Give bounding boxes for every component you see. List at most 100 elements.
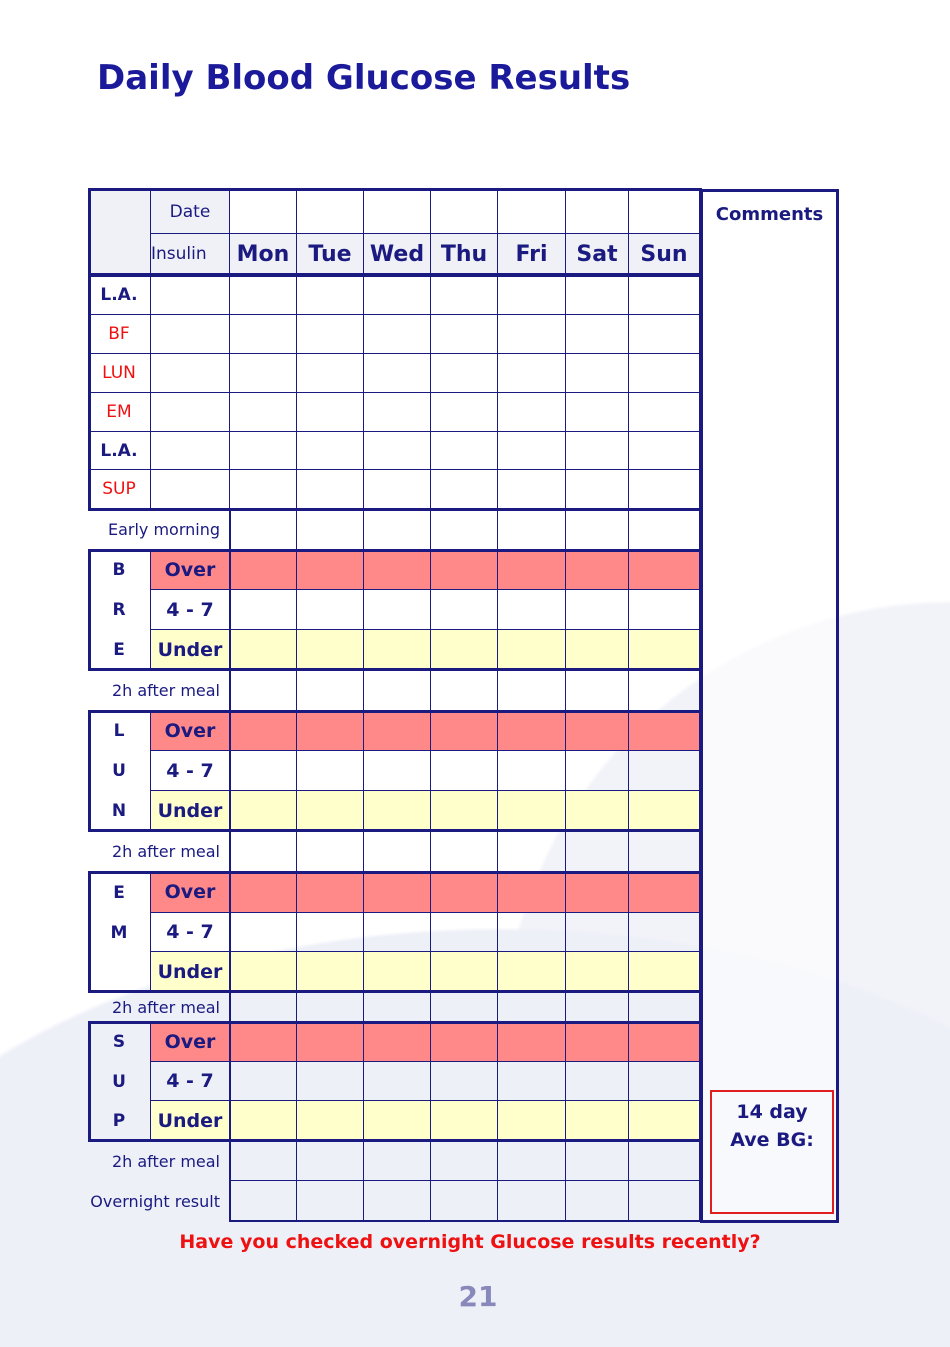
after-meal-cell[interactable] [629, 992, 700, 1022]
insulin-cell[interactable] [629, 393, 700, 432]
range-cell-in-range[interactable] [230, 913, 297, 952]
after-meal-cell[interactable] [364, 831, 431, 872]
range-cell-under[interactable] [364, 791, 431, 831]
range-cell-in-range[interactable] [297, 1062, 364, 1101]
insulin-cell[interactable] [629, 275, 700, 315]
range-cell-over[interactable] [297, 1022, 364, 1062]
range-cell-in-range[interactable] [230, 590, 297, 630]
early-morning-cell[interactable] [566, 509, 629, 550]
insulin-cell[interactable] [297, 315, 364, 354]
insulin-dose-cell[interactable] [151, 315, 230, 354]
range-cell-over[interactable] [498, 872, 566, 913]
range-cell-over[interactable] [364, 711, 431, 751]
after-meal-cell[interactable] [431, 992, 498, 1022]
overnight-cell[interactable] [431, 1181, 498, 1221]
range-cell-over[interactable] [498, 1022, 566, 1062]
insulin-cell[interactable] [230, 275, 297, 315]
range-cell-over[interactable] [498, 550, 566, 590]
insulin-cell[interactable] [566, 315, 629, 354]
insulin-cell[interactable] [431, 354, 498, 393]
after-meal-cell[interactable] [364, 992, 431, 1022]
after-meal-cell[interactable] [498, 670, 566, 711]
range-cell-over[interactable] [230, 1022, 297, 1062]
range-cell-over[interactable] [566, 1022, 629, 1062]
after-meal-cell[interactable] [566, 670, 629, 711]
early-morning-cell[interactable] [297, 509, 364, 550]
insulin-cell[interactable] [230, 354, 297, 393]
range-cell-under[interactable] [431, 1101, 498, 1141]
range-cell-over[interactable] [297, 711, 364, 751]
early-morning-cell[interactable] [498, 509, 566, 550]
after-meal-cell[interactable] [498, 831, 566, 872]
insulin-cell[interactable] [566, 393, 629, 432]
insulin-cell[interactable] [498, 470, 566, 509]
insulin-cell[interactable] [498, 315, 566, 354]
after-meal-cell[interactable] [498, 1141, 566, 1181]
range-cell-in-range[interactable] [297, 913, 364, 952]
after-meal-cell[interactable] [431, 831, 498, 872]
insulin-cell[interactable] [566, 432, 629, 470]
range-cell-under[interactable] [566, 791, 629, 831]
after-meal-cell[interactable] [629, 670, 700, 711]
insulin-cell[interactable] [566, 470, 629, 509]
insulin-cell[interactable] [431, 432, 498, 470]
range-cell-in-range[interactable] [364, 913, 431, 952]
insulin-dose-cell[interactable] [151, 432, 230, 470]
range-cell-under[interactable] [629, 630, 700, 670]
comments-column[interactable]: Comments [700, 189, 839, 1223]
after-meal-cell[interactable] [297, 831, 364, 872]
range-cell-under[interactable] [431, 630, 498, 670]
insulin-dose-cell[interactable] [151, 470, 230, 509]
range-cell-under[interactable] [498, 791, 566, 831]
range-cell-under[interactable] [566, 1101, 629, 1141]
overnight-cell[interactable] [230, 1181, 297, 1221]
after-meal-cell[interactable] [566, 831, 629, 872]
range-cell-over[interactable] [566, 711, 629, 751]
after-meal-cell[interactable] [364, 670, 431, 711]
range-cell-over[interactable] [566, 872, 629, 913]
early-morning-cell[interactable] [629, 509, 700, 550]
range-cell-in-range[interactable] [629, 1062, 700, 1101]
insulin-cell[interactable] [364, 275, 431, 315]
range-cell-in-range[interactable] [297, 590, 364, 630]
insulin-cell[interactable] [297, 275, 364, 315]
after-meal-cell[interactable] [498, 992, 566, 1022]
insulin-cell[interactable] [230, 315, 297, 354]
range-cell-in-range[interactable] [566, 590, 629, 630]
overnight-cell[interactable] [498, 1181, 566, 1221]
insulin-cell[interactable] [230, 470, 297, 509]
insulin-dose-cell[interactable] [151, 393, 230, 432]
range-cell-over[interactable] [230, 711, 297, 751]
insulin-cell[interactable] [297, 393, 364, 432]
overnight-cell[interactable] [364, 1181, 431, 1221]
range-cell-over[interactable] [431, 711, 498, 751]
insulin-dose-cell[interactable] [151, 354, 230, 393]
range-cell-under[interactable] [629, 952, 700, 992]
range-cell-in-range[interactable] [230, 751, 297, 791]
overnight-cell[interactable] [297, 1181, 364, 1221]
range-cell-under[interactable] [431, 791, 498, 831]
after-meal-cell[interactable] [566, 1141, 629, 1181]
range-cell-over[interactable] [431, 1022, 498, 1062]
range-cell-in-range[interactable] [498, 751, 566, 791]
date-cell[interactable] [364, 190, 431, 234]
range-cell-over[interactable] [566, 550, 629, 590]
date-cell[interactable] [566, 190, 629, 234]
range-cell-in-range[interactable] [629, 751, 700, 791]
insulin-cell[interactable] [297, 470, 364, 509]
after-meal-cell[interactable] [230, 1141, 297, 1181]
date-cell[interactable] [431, 190, 498, 234]
after-meal-cell[interactable] [297, 992, 364, 1022]
range-cell-over[interactable] [230, 872, 297, 913]
early-morning-cell[interactable] [364, 509, 431, 550]
insulin-cell[interactable] [364, 315, 431, 354]
range-cell-in-range[interactable] [629, 590, 700, 630]
range-cell-under[interactable] [230, 1101, 297, 1141]
range-cell-in-range[interactable] [566, 751, 629, 791]
range-cell-in-range[interactable] [297, 751, 364, 791]
insulin-cell[interactable] [498, 432, 566, 470]
insulin-cell[interactable] [566, 354, 629, 393]
ave-bg-box[interactable]: 14 day Ave BG: [710, 1090, 834, 1214]
range-cell-in-range[interactable] [431, 751, 498, 791]
after-meal-cell[interactable] [230, 670, 297, 711]
